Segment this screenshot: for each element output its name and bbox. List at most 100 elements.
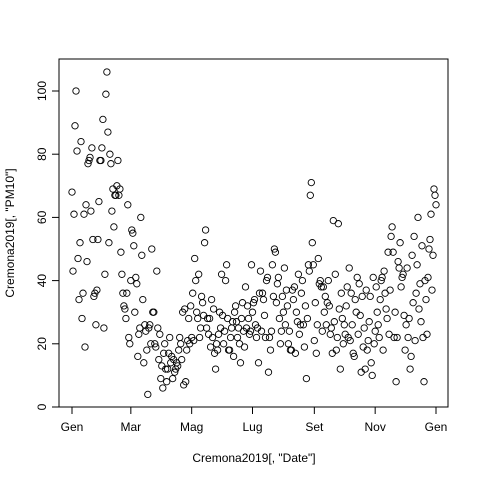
- data-point: [235, 340, 244, 348]
- data-point: [418, 242, 426, 250]
- data-point: [74, 254, 82, 263]
- data-point: [84, 160, 92, 168]
- data-point: [119, 289, 127, 297]
- data-point: [340, 321, 348, 329]
- data-point: [185, 314, 193, 323]
- data-point: [382, 305, 390, 313]
- data-point: [358, 292, 366, 301]
- data-point: [255, 289, 264, 297]
- data-point: [385, 330, 393, 338]
- data-point: [416, 280, 424, 288]
- x-tick-label: Nov: [364, 420, 385, 434]
- data-point: [162, 365, 170, 373]
- data-point: [161, 340, 169, 348]
- data-point: [92, 321, 100, 329]
- data-point: [289, 295, 298, 304]
- data-point: [98, 144, 106, 152]
- data-point: [320, 308, 328, 316]
- data-point: [183, 346, 191, 354]
- data-point: [174, 362, 182, 370]
- data-point: [394, 257, 402, 266]
- data-point: [216, 324, 225, 332]
- data-point: [219, 340, 228, 348]
- data-point: [187, 302, 195, 310]
- data-point: [152, 343, 160, 351]
- data-point: [191, 254, 199, 263]
- data-point: [307, 178, 315, 187]
- data-point: [272, 299, 281, 307]
- data-point: [342, 302, 350, 310]
- data-point: [147, 340, 155, 348]
- data-point: [391, 308, 399, 316]
- data-point: [267, 327, 276, 335]
- x-tick-label: Mag: [180, 420, 203, 434]
- data-point: [427, 210, 435, 218]
- data-point: [86, 153, 94, 162]
- data-point: [383, 314, 391, 323]
- data-point: [252, 333, 261, 342]
- x-tick-label: Set: [305, 420, 324, 434]
- x-tick-label: Gen: [61, 420, 84, 434]
- data-point: [202, 324, 211, 332]
- data-point: [399, 270, 407, 278]
- data-point: [415, 305, 423, 313]
- data-point: [198, 299, 207, 307]
- data-point: [182, 378, 190, 386]
- data-point: [259, 295, 268, 304]
- data-point: [240, 343, 249, 351]
- data-point: [77, 137, 85, 146]
- data-point: [80, 210, 88, 218]
- data-point: [143, 346, 151, 354]
- data-point: [110, 223, 118, 231]
- data-point: [386, 286, 394, 294]
- data-point: [156, 330, 164, 338]
- data-point: [294, 270, 303, 278]
- data-point: [430, 185, 438, 193]
- data-point: [403, 264, 411, 272]
- y-tick-label: 0: [35, 403, 49, 410]
- data-point: [432, 201, 440, 209]
- data-point: [379, 346, 387, 354]
- data-point: [140, 359, 148, 367]
- data-point: [410, 232, 418, 241]
- data-point: [148, 245, 156, 253]
- data-point: [422, 295, 430, 304]
- data-point: [261, 333, 270, 342]
- data-point: [317, 283, 325, 291]
- data-point: [72, 87, 80, 95]
- data-point: [373, 308, 381, 316]
- data-point: [211, 365, 220, 373]
- data-point: [124, 201, 132, 209]
- data-point: [390, 333, 398, 342]
- data-point: [227, 324, 236, 332]
- data-point: [134, 352, 142, 361]
- data-point: [319, 283, 327, 291]
- data-point: [311, 299, 319, 307]
- data-point: [377, 276, 385, 285]
- data-point: [366, 292, 374, 301]
- data-point: [297, 289, 306, 297]
- data-point: [196, 324, 205, 332]
- data-point: [241, 283, 250, 291]
- data-point: [330, 318, 338, 326]
- data-point: [397, 283, 405, 291]
- data-point: [190, 336, 198, 345]
- data-point: [331, 270, 339, 278]
- data-point: [314, 254, 322, 263]
- data-point: [173, 359, 181, 367]
- data-point: [213, 346, 222, 354]
- data-point: [103, 68, 111, 76]
- data-point: [189, 289, 197, 297]
- data-point: [310, 336, 318, 345]
- data-point: [203, 314, 212, 323]
- data-point: [249, 299, 258, 307]
- data-point: [284, 340, 293, 348]
- data-point: [313, 321, 321, 329]
- data-point: [264, 368, 273, 376]
- y-axis-label: Cremona2019[, "PM10"]: [3, 168, 17, 297]
- data-point: [371, 327, 379, 335]
- data-point: [99, 115, 107, 124]
- data-point: [109, 185, 117, 193]
- data-point: [175, 346, 183, 354]
- data-point: [176, 333, 184, 342]
